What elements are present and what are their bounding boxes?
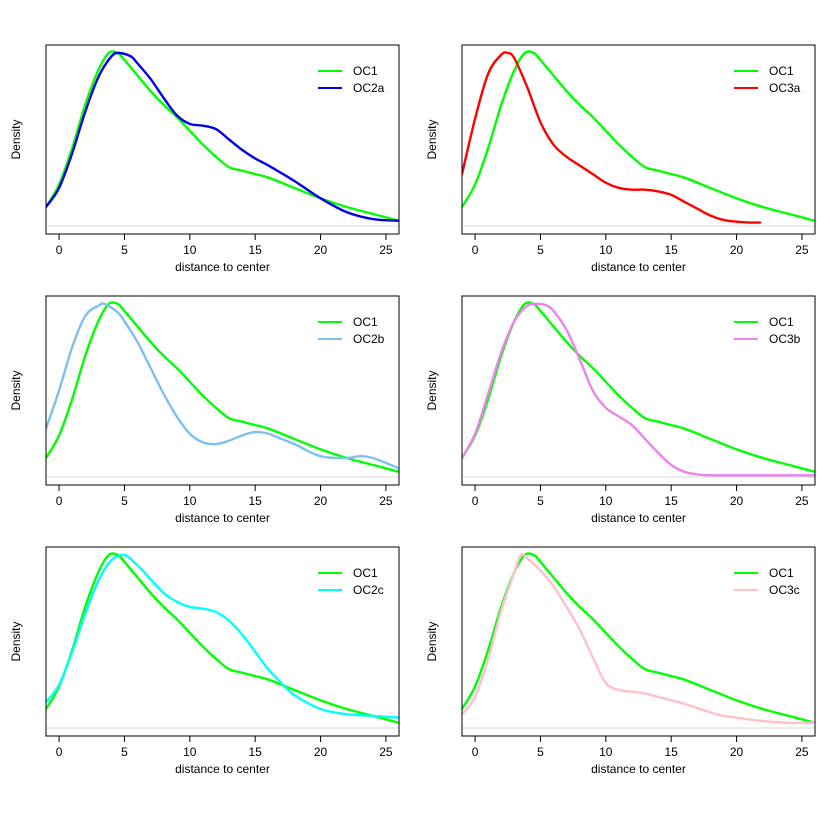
series-curves bbox=[46, 50, 399, 223]
legend-label-oc1: OC1 bbox=[353, 315, 378, 329]
x-tick-label: 0 bbox=[56, 494, 63, 508]
x-tick-label: 5 bbox=[121, 745, 128, 759]
x-tick-label: 0 bbox=[472, 494, 479, 508]
legend-label-oc2b: OC2b bbox=[353, 332, 385, 346]
x-tick-label: 15 bbox=[665, 243, 679, 257]
series-curves bbox=[462, 50, 815, 224]
legend: OC1 OC2a bbox=[318, 64, 385, 95]
legend: OC1 OC3c bbox=[734, 566, 800, 597]
plot-frame bbox=[461, 295, 816, 486]
series-line-oc3a bbox=[462, 51, 762, 224]
series-curves bbox=[46, 552, 399, 725]
x-axis-label: distance to center bbox=[175, 260, 270, 274]
x-tick-label: 20 bbox=[730, 243, 744, 257]
legend-label-oc2c: OC2c bbox=[353, 583, 384, 597]
series-line-oc1 bbox=[46, 50, 399, 223]
plot-frame bbox=[45, 546, 400, 737]
x-axis-label: distance to center bbox=[175, 511, 270, 525]
x-tick-label: 15 bbox=[665, 494, 679, 508]
x-axis-label: distance to center bbox=[591, 260, 686, 274]
x-tick-label: 20 bbox=[730, 494, 744, 508]
legend-label-oc2a: OC2a bbox=[353, 81, 385, 95]
x-tick-label: 25 bbox=[379, 243, 393, 257]
series-line-oc2c bbox=[46, 553, 399, 719]
legend-label-oc1: OC1 bbox=[769, 64, 794, 78]
series-line-oc2a bbox=[46, 51, 399, 223]
legend-label-oc1: OC1 bbox=[769, 315, 794, 329]
y-axis-label: Density bbox=[425, 621, 439, 661]
x-tick-label: 10 bbox=[183, 494, 197, 508]
y-axis-label: Density bbox=[425, 370, 439, 410]
legend: OC1 OC2c bbox=[318, 566, 384, 597]
plot-frame bbox=[45, 295, 400, 486]
x-tick-label: 20 bbox=[314, 494, 328, 508]
x-tick-label: 25 bbox=[795, 745, 809, 759]
series-curves bbox=[462, 552, 815, 725]
plot-frame bbox=[461, 44, 816, 235]
x-tick-label: 0 bbox=[472, 745, 479, 759]
x-tick-label: 20 bbox=[314, 243, 328, 257]
x-axis-label: distance to center bbox=[591, 511, 686, 525]
x-tick-label: 20 bbox=[730, 745, 744, 759]
series-line-oc1 bbox=[462, 301, 815, 474]
legend-label-oc3a: OC3a bbox=[769, 81, 801, 95]
legend-label-oc1: OC1 bbox=[353, 566, 378, 580]
x-tick-label: 10 bbox=[183, 243, 197, 257]
x-tick-label: 5 bbox=[537, 745, 544, 759]
x-tick-label: 0 bbox=[56, 243, 63, 257]
plot-frame bbox=[461, 546, 816, 737]
y-axis-label: Density bbox=[9, 621, 23, 661]
x-tick-label: 15 bbox=[665, 745, 679, 759]
x-tick-label: 25 bbox=[379, 745, 393, 759]
x-tick-label: 15 bbox=[249, 494, 263, 508]
series-curves bbox=[46, 301, 399, 474]
x-tick-label: 10 bbox=[599, 745, 613, 759]
x-tick-label: 10 bbox=[599, 494, 613, 508]
series-line-oc1 bbox=[46, 301, 399, 474]
x-tick-label: 25 bbox=[795, 494, 809, 508]
x-tick-label: 20 bbox=[314, 745, 328, 759]
x-tick-label: 5 bbox=[537, 494, 544, 508]
series-line-oc1 bbox=[46, 552, 399, 725]
x-axis-label: distance to center bbox=[591, 762, 686, 776]
series-line-oc3c bbox=[462, 553, 815, 725]
legend-label-oc1: OC1 bbox=[353, 64, 378, 78]
x-tick-label: 5 bbox=[121, 494, 128, 508]
legend-label-oc3b: OC3b bbox=[769, 332, 801, 346]
y-axis-label: Density bbox=[9, 370, 23, 410]
series-line-oc2b bbox=[46, 302, 399, 470]
x-tick-label: 5 bbox=[537, 243, 544, 257]
legend-label-oc3c: OC3c bbox=[769, 583, 800, 597]
x-tick-label: 10 bbox=[599, 243, 613, 257]
legend: OC1 OC2b bbox=[318, 315, 385, 346]
y-axis-label: Density bbox=[9, 119, 23, 159]
x-tick-label: 15 bbox=[249, 745, 263, 759]
x-tick-label: 25 bbox=[379, 494, 393, 508]
x-tick-label: 0 bbox=[56, 745, 63, 759]
legend: OC1 OC3a bbox=[734, 64, 801, 95]
legend-label-oc1: OC1 bbox=[769, 566, 794, 580]
plot-frame bbox=[45, 44, 400, 235]
x-tick-label: 10 bbox=[183, 745, 197, 759]
series-line-oc3b bbox=[462, 302, 815, 477]
x-axis-label: distance to center bbox=[175, 762, 270, 776]
legend: OC1 OC3b bbox=[734, 315, 801, 346]
series-curves bbox=[462, 301, 815, 477]
x-tick-label: 25 bbox=[795, 243, 809, 257]
series-line-oc1 bbox=[462, 552, 815, 725]
x-tick-label: 5 bbox=[121, 243, 128, 257]
x-tick-label: 15 bbox=[249, 243, 263, 257]
series-line-oc1 bbox=[462, 50, 815, 223]
y-axis-label: Density bbox=[425, 119, 439, 159]
x-tick-label: 0 bbox=[472, 243, 479, 257]
